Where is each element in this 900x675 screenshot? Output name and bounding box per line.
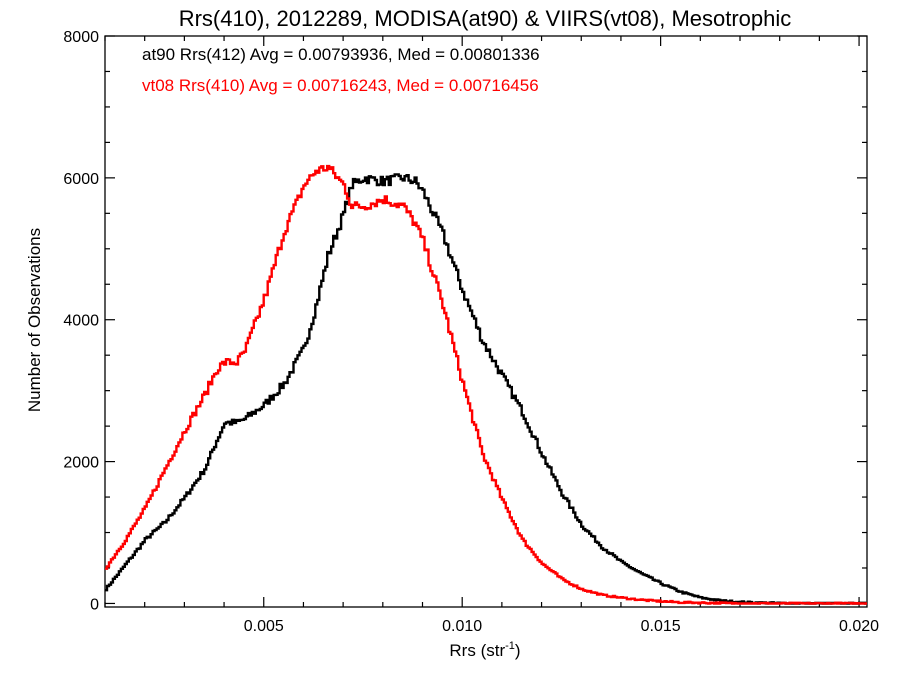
x-tick-label: 0.015	[641, 618, 681, 635]
x-tick-labels: 0.005 0.010 0.015 0.020	[244, 618, 879, 635]
x-axis-label-main: Rrs (str	[449, 641, 505, 660]
series-group	[105, 164, 867, 605]
y-tick-label: 8000	[63, 29, 99, 46]
y-axis-label: Number of Observations	[25, 228, 44, 412]
chart-title: Rrs(410), 2012289, MODISA(at90) & VIIRS(…	[179, 6, 792, 31]
x-tick-label: 0.020	[839, 618, 879, 635]
y-tick-label: 4000	[63, 313, 99, 330]
y-tick-label: 2000	[63, 455, 99, 472]
y-tick-label: 6000	[63, 171, 99, 188]
x-axis-label-end: )	[515, 641, 521, 660]
series-at90-line	[105, 173, 867, 605]
x-axis-label-sup: -1	[505, 640, 515, 652]
series-vt08-line	[105, 164, 867, 605]
x-tick-label: 0.005	[244, 618, 284, 635]
x-axis-label: Rrs (str-1)	[449, 640, 520, 660]
axis-ticks	[104, 35, 867, 607]
annotation-vt08: vt08 Rrs(410) Avg = 0.00716243, Med = 0.…	[142, 76, 539, 95]
y-tick-label: 0	[90, 596, 99, 613]
plot-frame	[104, 35, 868, 608]
x-tick-label: 0.010	[442, 618, 482, 635]
y-tick-labels: 0 2000 4000 6000 8000	[63, 29, 99, 613]
annotation-at90: at90 Rrs(412) Avg = 0.00793936, Med = 0.…	[142, 45, 540, 64]
